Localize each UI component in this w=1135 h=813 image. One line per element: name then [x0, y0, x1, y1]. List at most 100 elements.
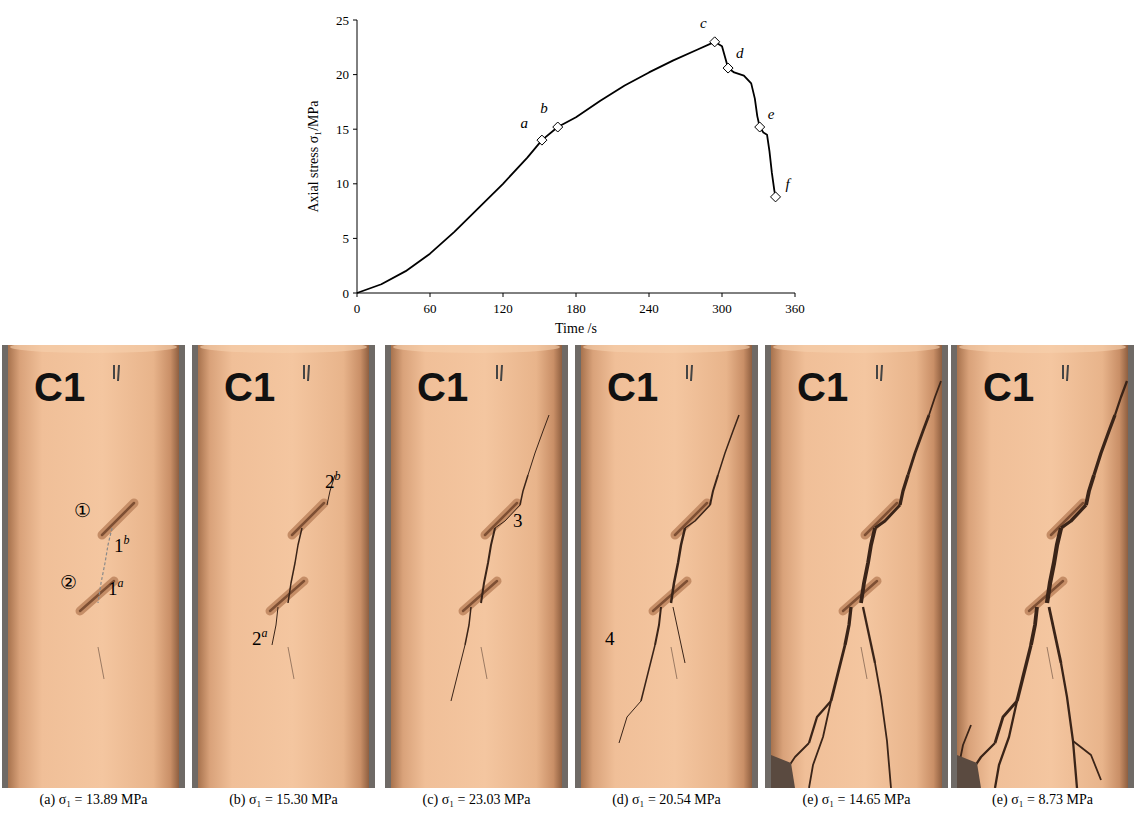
stage-marker	[710, 37, 720, 47]
photo-content: C1	[385, 345, 568, 788]
crack	[875, 505, 900, 528]
flaw	[292, 503, 324, 535]
crack-label: 2a	[252, 626, 268, 649]
stage-marker	[537, 135, 547, 145]
pen-mark	[497, 365, 502, 381]
specimen-photo: C1	[951, 335, 1134, 798]
flaw	[675, 503, 707, 535]
crack	[481, 647, 487, 679]
crack	[481, 528, 495, 603]
flaw-shadow	[843, 581, 877, 611]
crack	[1061, 663, 1077, 788]
crack	[908, 415, 929, 475]
specimen-body	[771, 345, 942, 788]
x-tick-label: 180	[566, 301, 586, 316]
crack	[1061, 505, 1086, 528]
photo-content: C1	[575, 345, 758, 788]
chart: 0601201802403003600510152025Time /sAxial…	[306, 13, 805, 337]
specimen-photo: C1①1b②1a	[2, 335, 185, 798]
stage-label: d	[736, 45, 744, 61]
y-tick-label: 0	[343, 286, 350, 301]
crack	[641, 645, 655, 701]
crack	[875, 663, 891, 788]
stress-curve	[357, 42, 776, 293]
specimen-top	[10, 345, 177, 353]
stage-label: e	[768, 106, 775, 122]
crack	[1073, 741, 1101, 780]
flaw-shadow	[675, 503, 707, 535]
crack	[863, 607, 875, 663]
crack	[671, 647, 677, 679]
pen-mark	[877, 365, 882, 381]
crack	[900, 475, 908, 505]
crack-label-sup: a	[118, 576, 124, 590]
stage-marker	[771, 192, 781, 202]
crack-label-text: 4	[605, 628, 615, 649]
y-tick	[353, 293, 357, 294]
crack	[272, 607, 278, 645]
y-tick	[353, 129, 357, 130]
figure: 0601201802403003600510152025Time /sAxial…	[0, 0, 1135, 813]
x-tick	[576, 293, 577, 297]
x-tick-label: 300	[712, 301, 732, 316]
flaw-shadow	[865, 503, 897, 535]
photo-content: C1	[2, 345, 185, 788]
crack-label: 1a	[108, 576, 124, 599]
y-tick	[353, 238, 357, 239]
specimen-top	[583, 345, 750, 353]
caption: (c) σ₁ = 23.03 MPa	[423, 792, 532, 808]
photo-content: C1	[192, 345, 375, 788]
spalling	[957, 755, 981, 788]
crack	[995, 701, 1017, 788]
crack-label-sup: b	[124, 533, 130, 547]
specimen-body	[957, 345, 1128, 788]
crack-label-text: ①	[74, 500, 91, 521]
x-tick-label: 120	[493, 301, 513, 316]
x-tick-label: 60	[424, 301, 437, 316]
plot-area	[357, 37, 781, 293]
specimen-id: C1	[224, 365, 275, 409]
y-tick	[353, 74, 357, 75]
stage-marker	[553, 122, 563, 132]
flaw	[270, 581, 304, 611]
crack	[929, 381, 941, 415]
crack-label: ①	[74, 500, 91, 521]
crack	[809, 701, 831, 788]
crack	[1086, 475, 1094, 505]
crack-label: 4	[605, 628, 615, 649]
crack-label-sup: b	[335, 469, 341, 483]
pen-mark	[1063, 365, 1068, 381]
crack	[465, 607, 471, 645]
specimen-body	[581, 345, 752, 788]
specimen-photo: C13	[385, 335, 568, 798]
x-tick	[649, 293, 650, 297]
crack-label-text: 2	[325, 471, 335, 492]
crack-label-text: 2	[252, 628, 262, 649]
crack	[1047, 528, 1061, 603]
flaw	[463, 581, 497, 611]
flaw-shadow	[270, 581, 304, 611]
stage-label: c	[700, 15, 707, 31]
specimen-top	[773, 345, 940, 353]
y-tick	[353, 183, 357, 184]
crack	[288, 647, 294, 679]
spalling	[771, 755, 795, 788]
photo-content: C1	[951, 345, 1134, 788]
pen-mark	[304, 365, 309, 381]
crack	[1047, 647, 1053, 679]
crack	[1017, 645, 1031, 701]
x-tick-label: 240	[639, 301, 659, 316]
flaw-shadow	[102, 503, 134, 535]
flaw	[102, 503, 134, 535]
caption: (b) σ₁ = 15.30 MPa	[229, 792, 338, 808]
crack	[673, 607, 685, 663]
crack-label-sup: a	[262, 626, 268, 640]
specimen-id: C1	[797, 365, 848, 409]
specimen-top	[200, 345, 367, 353]
crack	[98, 647, 104, 679]
photo-content: C1	[765, 345, 948, 788]
stage-marker	[755, 122, 765, 132]
crack	[1115, 381, 1127, 415]
stage-label: f	[786, 176, 792, 192]
caption: (d) σ₁ = 20.54 MPa	[612, 792, 721, 808]
